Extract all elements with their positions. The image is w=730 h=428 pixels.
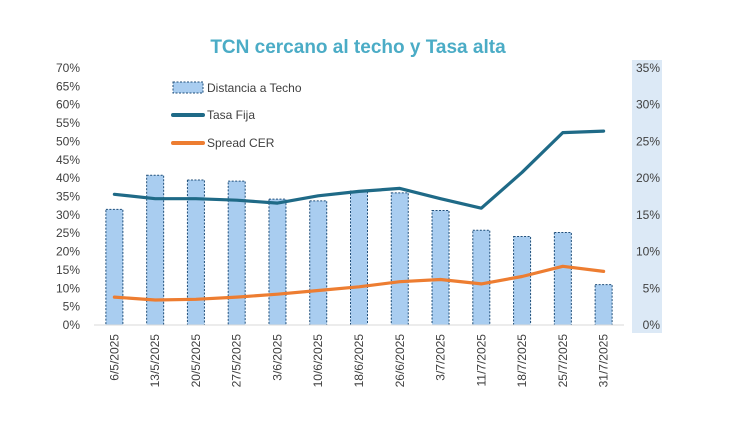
bar-distancia-a-techo: [268, 198, 287, 326]
x-axis-tick-label: 18/7/2025: [515, 334, 529, 388]
bar-distancia-a-techo: [472, 229, 491, 326]
left-axis-tick-label: 35%: [56, 190, 80, 204]
left-axis-tick-label: 65%: [56, 79, 80, 93]
legend-item-spread-cer: Spread CER: [171, 136, 275, 150]
left-axis-tick-label: 30%: [56, 208, 80, 222]
x-axis-tick-label: 26/6/2025: [393, 334, 407, 388]
left-axis-tick-label: 20%: [56, 245, 80, 259]
left-axis-tick-label: 5%: [63, 300, 81, 314]
bar-distancia-a-techo: [594, 284, 613, 326]
bar-distancia-a-techo: [105, 208, 124, 326]
bar-distancia-a-techo: [553, 231, 572, 326]
right-axis-tick-label: 15%: [636, 208, 660, 222]
x-axis-tick-label: 3/6/2025: [270, 334, 284, 381]
bar-distancia-a-techo: [227, 180, 246, 326]
x-axis-tick-label: 6/5/2025: [107, 334, 121, 381]
bar-distancia-a-techo: [390, 192, 409, 326]
right-axis-tick-label: 35%: [636, 61, 660, 75]
legend-item-distancia-a-techo: Distancia a Techo: [172, 81, 302, 95]
legend-label-tasa-fija: Tasa Fija: [207, 108, 255, 122]
bar-distancia-a-techo: [350, 190, 368, 326]
x-axis-tick-label: 11/7/2025: [474, 334, 488, 387]
bar-distancia-a-techo: [513, 236, 532, 326]
bar-distancia-a-techo: [309, 200, 328, 326]
right-axis-shade: [632, 60, 662, 333]
chart-title: TCN cercano al techo y Tasa alta: [210, 37, 506, 58]
legend-swatch-bar: [172, 81, 204, 94]
left-axis-tick-label: 45%: [56, 153, 80, 167]
right-axis-tick-label: 0%: [643, 318, 661, 332]
right-axis-background: [632, 60, 662, 333]
x-axis-tick-label: 25/7/2025: [556, 334, 570, 388]
x-axis-tick-label: 18/6/2025: [352, 334, 366, 388]
right-axis-tick-label: 20%: [636, 171, 660, 185]
x-axis-tick-label: 10/6/2025: [311, 334, 325, 388]
left-axis-tick-label: 25%: [56, 226, 80, 240]
legend-label-distancia-a-techo: Distancia a Techo: [207, 81, 302, 95]
x-axis-tick-label: 20/5/2025: [189, 334, 203, 388]
left-axis-tick-label: 70%: [56, 61, 80, 75]
left-axis-tick-label: 40%: [56, 171, 80, 185]
x-axis: 6/5/2025 13/5/2025 20/5/2025 27/5/2025 3/6/2…: [107, 334, 610, 388]
line-tasa-fija: [112, 129, 606, 210]
legend-label-spread-cer: Spread CER: [207, 136, 275, 150]
x-axis-tick-label: 3/7/2025: [434, 334, 448, 381]
line-series-group: [112, 129, 606, 302]
left-axis-tick-label: 15%: [56, 263, 80, 277]
bar-distancia-a-techo: [431, 209, 450, 326]
line-spread-cer: [112, 264, 606, 302]
left-axis-tick-label: 55%: [56, 116, 80, 130]
bar-series-distancia-a-techo: [105, 174, 613, 326]
right-axis-tick-label: 10%: [636, 245, 660, 259]
right-axis-tick-label: 5%: [643, 281, 661, 295]
left-axis-tick-label: 10%: [56, 281, 80, 295]
right-axis-tick-label: 25%: [636, 134, 660, 148]
x-axis-tick-label: 27/5/2025: [230, 334, 244, 388]
legend: Distancia a Techo Tasa Fija Spread CER: [171, 81, 302, 150]
right-axis-tick-label: 30%: [636, 98, 660, 112]
bar-distancia-a-techo: [186, 179, 205, 326]
left-axis-tick-label: 0%: [63, 318, 81, 332]
x-axis-tick-label: 13/5/2025: [148, 334, 162, 388]
left-y-axis: 0% 5% 10% 15% 20% 25% 30% 35% 40% 45% 50% 55% 60% 65%…: [56, 61, 80, 332]
right-y-axis: 0% 5% 10% 15% 20% 25% 30% 35%: [636, 61, 660, 332]
legend-item-tasa-fija: Tasa Fija: [171, 108, 255, 122]
left-axis-tick-label: 60%: [56, 98, 80, 112]
left-axis-tick-label: 50%: [56, 134, 80, 148]
x-axis-tick-label: 31/7/2025: [597, 334, 611, 388]
